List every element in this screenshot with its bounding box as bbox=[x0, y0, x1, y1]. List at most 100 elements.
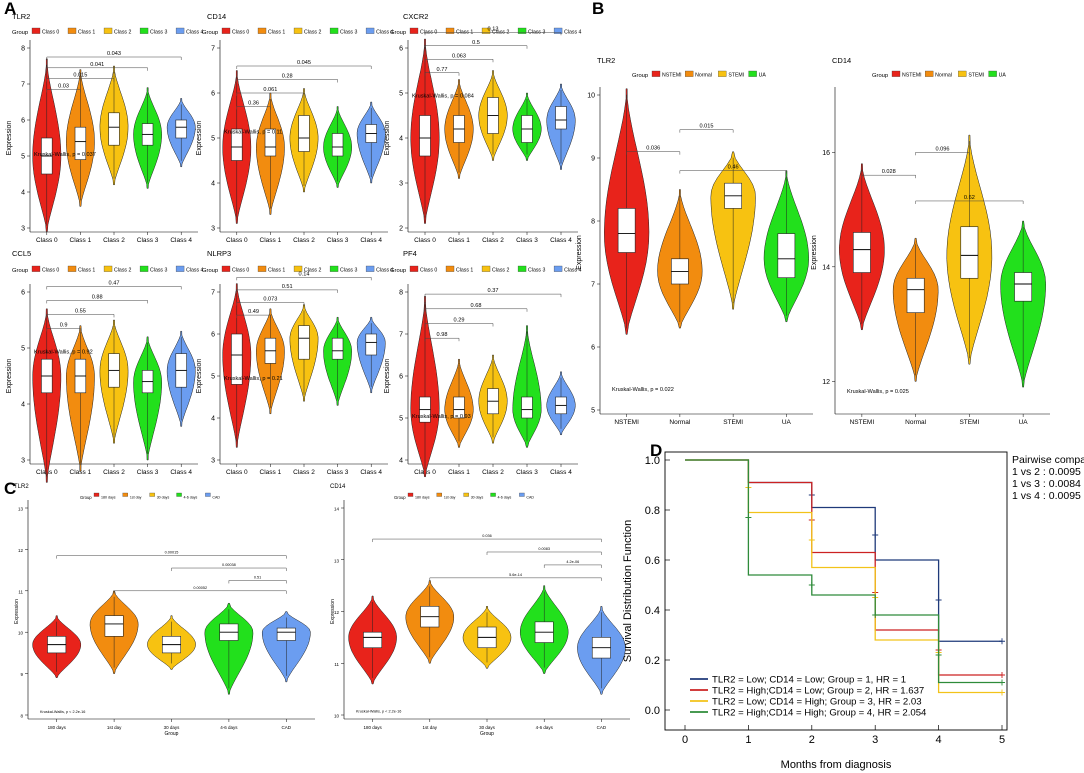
pvalue-label: 0.9 bbox=[60, 322, 68, 328]
pvalue-label: 0.015 bbox=[73, 73, 87, 79]
pvalue-bracket bbox=[236, 289, 338, 293]
chart-title: CD14 bbox=[832, 56, 851, 65]
test-label: Kruskal-Wallis, p = 0.21 bbox=[224, 376, 283, 382]
legend-swatch bbox=[445, 265, 455, 272]
pvalue-label: 0.00015 bbox=[165, 551, 179, 555]
x-tick-label: 1 bbox=[745, 734, 751, 746]
y-tick-label: 0.4 bbox=[645, 605, 660, 617]
pvalue-label: 0.036 bbox=[646, 146, 660, 152]
pvalue-bracket bbox=[236, 302, 305, 306]
x-tick-label: STEMI bbox=[723, 419, 743, 426]
legend-entry: Class 3 bbox=[150, 268, 167, 274]
legend-swatch bbox=[175, 265, 185, 272]
legend-swatch bbox=[519, 492, 525, 497]
x-tick-label: Normal bbox=[905, 419, 927, 426]
pvalue-bracket bbox=[679, 170, 787, 174]
censor-mark bbox=[745, 514, 752, 521]
x-tick-label: Class 1 bbox=[448, 469, 470, 476]
pvalue-bracket bbox=[236, 79, 338, 83]
y-tick-label: 8 bbox=[591, 219, 595, 226]
chart-a-ccl5: CCL5 Group Class 0 Class 1 Class 2 Class 3 Cla… bbox=[6, 249, 203, 483]
legend-entry: Class 3 bbox=[340, 30, 357, 36]
y-tick-label: 4 bbox=[399, 458, 403, 465]
pvalue-label: 0.096 bbox=[936, 146, 950, 152]
pvalue-label: 0.88 bbox=[92, 294, 103, 300]
y-tick-label: 4 bbox=[399, 136, 403, 143]
chart-legend: Group Class 0 Class 1 Class 2 Class 3 Class 4 bbox=[12, 265, 203, 274]
x-tick-label: Class 2 bbox=[103, 237, 125, 244]
pvalue-bracket bbox=[236, 92, 305, 96]
x-tick-label: 4 bbox=[936, 734, 942, 746]
legend-entry: Class 3 bbox=[150, 30, 167, 36]
pvalue-bracket bbox=[46, 78, 115, 82]
y-tick-label: 16 bbox=[822, 150, 830, 157]
y-tick-label: 0.6 bbox=[645, 555, 660, 567]
x-tick-label: Normal bbox=[669, 419, 691, 426]
legend-swatch bbox=[139, 27, 149, 34]
legend-entry: Class 2 bbox=[492, 268, 509, 274]
legend-title: Group bbox=[12, 30, 28, 36]
legend-title: Group bbox=[390, 30, 406, 36]
legend-entry: Class 0 bbox=[42, 268, 59, 274]
y-tick-label: 6 bbox=[399, 46, 403, 53]
legend-entry: Class 0 bbox=[420, 268, 437, 274]
box bbox=[777, 233, 796, 279]
legend-entry: Class 1 bbox=[268, 268, 285, 274]
legend-entry: Class 4 bbox=[376, 268, 393, 274]
box bbox=[231, 333, 243, 385]
legend-entry: STEMI bbox=[728, 73, 744, 79]
km-legend-entry: TLR2 = High;CD14 = High; Group = 4, HR =… bbox=[712, 708, 927, 719]
legend-swatch bbox=[176, 492, 182, 497]
x-tick-label: 30 days bbox=[479, 725, 496, 730]
x-tick-label: Class 1 bbox=[448, 237, 470, 244]
x-tick-label: Class 4 bbox=[550, 469, 572, 476]
x-tick-label: NSTEMI bbox=[614, 419, 639, 426]
legend-entry: Class 1 bbox=[78, 30, 95, 36]
x-tick-label: Class 1 bbox=[260, 469, 282, 476]
legend-entry: UA bbox=[759, 73, 767, 79]
censor-mark bbox=[999, 638, 1005, 645]
legend-entry: 30 days bbox=[471, 496, 484, 500]
pvalue-bracket bbox=[424, 337, 460, 342]
pvalue-label: 0.015 bbox=[700, 124, 714, 130]
test-label: Kruskal-Wallis, p = 0.022 bbox=[612, 387, 674, 393]
y-axis-label: Expression bbox=[196, 359, 203, 394]
legend-entry: Normal bbox=[695, 73, 712, 79]
legend-swatch bbox=[139, 265, 149, 272]
chart-km-survival: 0.0 0.2 0.4 0.6 0.8 1.0 0 1 2 3 4 5 Months from diag… bbox=[622, 451, 1084, 771]
chart-a-tlr2: TLR2 Group Class 0 Class 1 Class 2 Class 3 Cla… bbox=[6, 12, 203, 244]
x-tick-label: Class 2 bbox=[482, 237, 504, 244]
x-tick-label: 2 bbox=[809, 734, 815, 746]
y-tick-label: 3 bbox=[21, 458, 25, 465]
legend-swatch bbox=[651, 70, 661, 77]
y-tick-label: 9 bbox=[591, 156, 595, 163]
chart-legend: Group 180 days 1st day 30 days 4-6 days CAD bbox=[80, 492, 220, 500]
x-tick-label: Class 4 bbox=[170, 237, 192, 244]
pairwise-row: 1 vs 4 : 0.0095 bbox=[1012, 490, 1081, 502]
legend-swatch bbox=[988, 70, 997, 77]
legend-entry: Normal bbox=[935, 73, 952, 79]
x-tick-label: 180 days bbox=[48, 725, 67, 730]
legend-entry: Class 4 bbox=[376, 30, 393, 36]
chart-title: CXCR2 bbox=[403, 12, 428, 21]
chart-a-pf4: PF4 Group Class 0 Class 1 Class 2 Class 3 Clas… bbox=[384, 249, 581, 478]
box bbox=[960, 226, 979, 279]
pvalue-bracket bbox=[236, 277, 372, 281]
test-label: Kruskal-Wallis, p < 2.2e-16 bbox=[356, 709, 401, 713]
legend-swatch bbox=[221, 265, 231, 272]
pvalue-label: 0.041 bbox=[90, 62, 104, 68]
pvalue-bracket bbox=[543, 564, 602, 568]
legend-swatch bbox=[407, 492, 414, 497]
chart-legend: Group Class 0 Class 1 Class 2 Class 3 Class 4 bbox=[390, 265, 581, 274]
box bbox=[617, 208, 636, 253]
legend-entry: Class 0 bbox=[42, 30, 59, 36]
x-tick-label: UA bbox=[1019, 419, 1029, 426]
censor-mark bbox=[999, 672, 1005, 678]
box bbox=[74, 126, 87, 160]
y-tick-label: 10 bbox=[334, 714, 340, 719]
legend-swatch bbox=[718, 70, 727, 77]
pvalue-label: 0.47 bbox=[109, 280, 120, 286]
x-tick-label: Class 2 bbox=[293, 469, 315, 476]
pvalue-label: 0.00038 bbox=[222, 563, 236, 567]
legend-swatch bbox=[409, 27, 419, 34]
